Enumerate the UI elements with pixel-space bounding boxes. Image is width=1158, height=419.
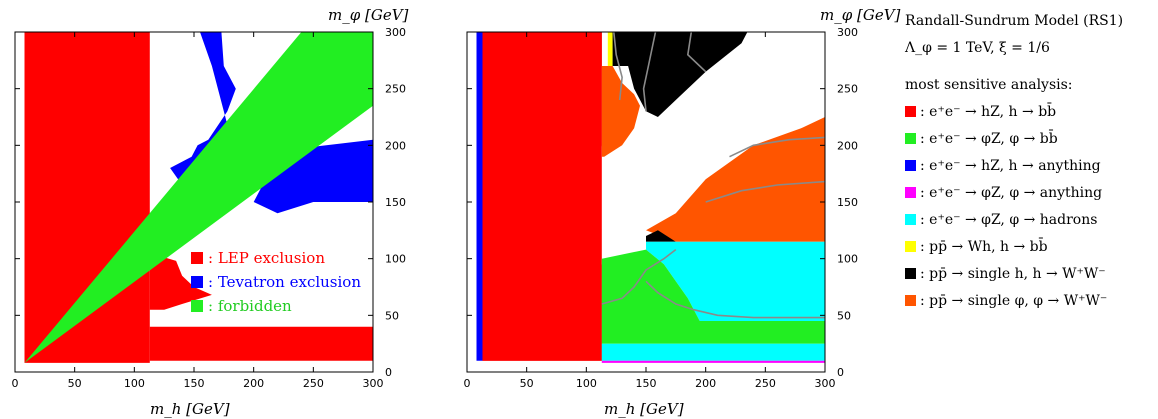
region-green xyxy=(24,32,373,363)
analysis-legend: : e⁺e⁻ → hZ, h → bb̄ : e⁺e⁻ → φZ, φ → bb̄… xyxy=(905,99,1155,315)
x-tick-label: 150 xyxy=(184,377,205,390)
x-tick-label: 0 xyxy=(12,377,19,390)
region-blue xyxy=(476,32,483,361)
x-tick-label: 300 xyxy=(363,377,384,390)
analysis-label: : e⁺e⁻ → hZ, h → anything xyxy=(920,158,1101,174)
y-tick-label: 0 xyxy=(385,366,392,379)
region-green xyxy=(601,249,825,344)
x-tick-label: 0 xyxy=(464,377,471,390)
legend-swatch-green xyxy=(191,300,203,312)
analysis-label: : e⁺e⁻ → φZ, φ → bb̄ xyxy=(920,131,1058,147)
legend-label: : forbidden xyxy=(208,297,292,315)
right-plot-contours xyxy=(601,32,825,319)
analysis-item: : pp̄ → single φ, φ → W⁺W⁻ xyxy=(905,288,1155,315)
y-tick-label: 250 xyxy=(385,83,406,96)
y-tick-label: 50 xyxy=(837,309,851,322)
analysis-item: : e⁺e⁻ → φZ, φ → anything xyxy=(905,180,1155,207)
left-plot-xlabel: m_h [GeV] xyxy=(150,400,230,418)
analysis-swatch-black xyxy=(905,268,916,279)
region-magenta xyxy=(601,360,825,363)
y-tick-label: 100 xyxy=(837,253,858,266)
analysis-swatch-orange xyxy=(905,295,916,306)
analysis-item: : e⁺e⁻ → φZ, φ → hadrons xyxy=(905,207,1155,234)
analysis-swatch-blue xyxy=(905,160,916,171)
contour-line xyxy=(729,136,825,158)
y-tick-label: 50 xyxy=(385,309,399,322)
y-tick-label: 0 xyxy=(837,366,844,379)
left-plot-legend: : LEP exclusion : Tevatron exclusion : for… xyxy=(191,249,361,315)
contour-line xyxy=(642,32,657,112)
analysis-swatch-green xyxy=(905,133,916,144)
region-cyan xyxy=(646,241,825,321)
analysis-swatch-yellow xyxy=(905,241,916,252)
legend-swatch-red xyxy=(191,252,203,264)
region-black xyxy=(646,230,676,242)
left-plot-regions xyxy=(24,32,373,363)
model-title: Randall-Sundrum Model (RS1) xyxy=(905,13,1124,29)
x-tick-label: 100 xyxy=(124,377,145,390)
legend-label: : Tevatron exclusion xyxy=(208,273,361,291)
analysis-item: : e⁺e⁻ → hZ, h → anything xyxy=(905,153,1155,180)
region-red xyxy=(24,32,373,361)
analysis-item: : e⁺e⁻ → φZ, φ → bb̄ xyxy=(905,126,1155,153)
legend-label: : LEP exclusion xyxy=(208,249,325,267)
side-panel: Randall-Sundrum Model (RS1) Λ_φ = 1 TeV,… xyxy=(905,8,1155,315)
region-orange xyxy=(601,66,640,157)
left-plot-ylabel: m_φ [GeV] xyxy=(328,6,409,24)
model-params: Λ_φ = 1 TeV, ξ = 1/6 xyxy=(905,40,1050,56)
x-tick-label: 300 xyxy=(815,377,836,390)
right-plot-xlabel: m_h [GeV] xyxy=(604,400,684,418)
right-plot-ylabel: m_φ [GeV] xyxy=(820,6,901,24)
region-yellow xyxy=(607,32,613,66)
analysis-label: : pp̄ → Wh, h → bb̄ xyxy=(920,239,1048,255)
y-tick-label: 100 xyxy=(385,253,406,266)
x-tick-label: 100 xyxy=(576,377,597,390)
legend-swatch-blue xyxy=(191,276,203,288)
analysis-heading: most sensitive analysis: xyxy=(905,77,1073,93)
analysis-label: : e⁺e⁻ → φZ, φ → anything xyxy=(920,185,1103,201)
analysis-swatch-cyan xyxy=(905,214,916,225)
analysis-swatch-magenta xyxy=(905,187,916,198)
y-tick-label: 200 xyxy=(837,139,858,152)
y-tick-label: 300 xyxy=(385,26,406,39)
analysis-swatch-red xyxy=(905,106,916,117)
contour-line xyxy=(705,180,825,203)
analysis-item: : e⁺e⁻ → hZ, h → bb̄ xyxy=(905,99,1155,126)
x-tick-label: 250 xyxy=(755,377,776,390)
analysis-item: : pp̄ → single h, h → W⁺W⁻ xyxy=(905,261,1155,288)
analysis-label: : e⁺e⁻ → φZ, φ → hadrons xyxy=(920,212,1098,228)
y-tick-label: 150 xyxy=(385,196,406,209)
x-tick-label: 50 xyxy=(68,377,82,390)
y-tick-label: 300 xyxy=(837,26,858,39)
y-tick-label: 200 xyxy=(385,139,406,152)
x-tick-label: 200 xyxy=(243,377,264,390)
y-tick-label: 150 xyxy=(837,196,858,209)
contour-line xyxy=(686,32,707,73)
contour-line xyxy=(613,32,623,101)
contour-line xyxy=(601,248,677,305)
x-tick-label: 50 xyxy=(520,377,534,390)
region-red xyxy=(482,32,602,361)
analysis-label: : e⁺e⁻ → hZ, h → bb̄ xyxy=(920,104,1057,120)
region-orange xyxy=(646,117,825,242)
x-tick-label: 200 xyxy=(695,377,716,390)
contour-line xyxy=(645,280,825,319)
region-black xyxy=(612,32,748,117)
y-tick-label: 250 xyxy=(837,83,858,96)
analysis-label: : pp̄ → single h, h → W⁺W⁻ xyxy=(920,266,1106,282)
region-cyan xyxy=(601,343,825,361)
analysis-item: : pp̄ → Wh, h → bb̄ xyxy=(905,234,1155,261)
x-tick-label: 250 xyxy=(303,377,324,390)
x-tick-label: 150 xyxy=(636,377,657,390)
right-plot-regions xyxy=(476,32,825,363)
analysis-label: : pp̄ → single φ, φ → W⁺W⁻ xyxy=(920,293,1108,309)
